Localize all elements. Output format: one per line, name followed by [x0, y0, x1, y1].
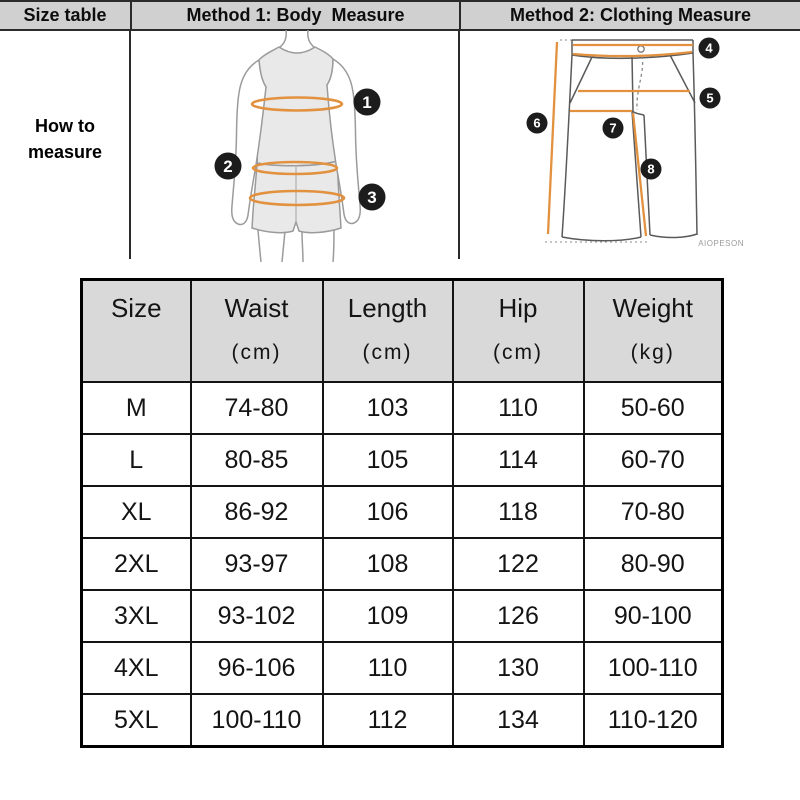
badge-3-number: 3 — [367, 188, 376, 207]
cell-weight: 60-70 — [582, 433, 724, 487]
inseam-measure-line — [631, 112, 648, 237]
col-header-length: Length (cm) — [321, 278, 454, 383]
table-row-2xl: 2XL 93-97 108 122 80-90 — [80, 537, 724, 591]
clothing-measure-diagram: 4 5 6 7 8 AIOPESON — [526, 37, 744, 248]
how-to-measure-label: How to measure — [27, 116, 103, 162]
reference-dotted-lines — [545, 39, 650, 243]
waist-button — [637, 45, 645, 53]
col-header-waist: Waist (cm) — [189, 278, 324, 383]
size-table: Size Waist (cm) Length (cm) Hip (cm) Wei… — [80, 278, 724, 748]
shorts-outline — [561, 39, 698, 242]
method1-title: Method 1: Body Measure — [130, 2, 459, 29]
cell-weight: 110-120 — [582, 693, 724, 748]
tank-top — [255, 46, 338, 167]
size-table-header-row: Size Waist (cm) Length (cm) Hip (cm) Wei… — [80, 278, 724, 383]
badge-8-number: 8 — [647, 162, 654, 177]
right-section-divider — [458, 31, 460, 259]
waist-measure-ellipse — [251, 160, 339, 176]
left-section-divider — [129, 31, 131, 259]
table-row-5xl: 5XL 100-110 112 134 110-120 — [80, 693, 724, 748]
hip-measure-ellipse — [248, 189, 346, 207]
cell-hip: 130 — [451, 641, 585, 695]
table-row-m: M 74-80 103 110 50-60 — [80, 381, 724, 435]
cell-weight: 50-60 — [582, 381, 724, 435]
col-header-weight: Weight (kg) — [582, 278, 724, 383]
cell-length: 106 — [321, 485, 454, 539]
cell-waist: 93-102 — [189, 589, 324, 643]
cell-hip: 110 — [451, 381, 585, 435]
badge-6: 6 — [526, 112, 548, 134]
badge-8: 8 — [640, 158, 662, 180]
body-outline — [257, 30, 335, 262]
cell-size: 2XL — [80, 537, 192, 591]
cell-waist: 74-80 — [189, 381, 324, 435]
badge-2-number: 2 — [223, 157, 232, 176]
table-row-xl: XL 86-92 106 118 70-80 — [80, 485, 724, 539]
badge-7-number: 7 — [609, 121, 616, 136]
cell-waist: 80-85 — [189, 433, 324, 487]
cell-hip: 134 — [451, 693, 585, 748]
cell-waist: 86-92 — [189, 485, 324, 539]
badge-4-number: 4 — [705, 41, 713, 56]
right-pocket-line — [669, 54, 696, 104]
table-row-4xl: 4XL 96-106 110 130 100-110 — [80, 641, 724, 695]
size-table-title: Size table — [23, 5, 107, 25]
left-pocket-line — [569, 56, 593, 104]
top-header-bar: Size table Method 1: Body Measure Method… — [0, 0, 800, 31]
cell-waist: 93-97 — [189, 537, 324, 591]
cell-weight: 80-90 — [582, 537, 724, 591]
col-header-hip: Hip (cm) — [451, 278, 585, 383]
length-measure-line — [546, 41, 559, 235]
fly-dashed-line — [636, 55, 644, 111]
cell-length: 109 — [321, 589, 454, 643]
cell-size: XL — [80, 485, 192, 539]
badge-1-number: 1 — [362, 93, 371, 112]
badge-2: 2 — [214, 152, 242, 180]
cell-waist: 100-110 — [189, 693, 324, 748]
cell-weight: 100-110 — [582, 641, 724, 695]
method2-title: Method 2: Clothing Measure — [459, 2, 800, 29]
cell-length: 110 — [321, 641, 454, 695]
cell-size: 4XL — [80, 641, 192, 695]
chest-measure-ellipse — [250, 96, 344, 112]
cell-size: 5XL — [80, 693, 192, 748]
cell-size: M — [80, 381, 192, 435]
cell-weight: 90-100 — [582, 589, 724, 643]
cell-size: 3XL — [80, 589, 192, 643]
table-row-3xl: 3XL 93-102 109 126 90-100 — [80, 589, 724, 643]
cell-waist: 96-106 — [189, 641, 324, 695]
cell-length: 112 — [321, 693, 454, 748]
waistband-measure-line-bottom — [572, 50, 693, 58]
badge-5: 5 — [699, 87, 721, 109]
brand-watermark: AIOPESON — [698, 239, 744, 248]
col-header-size: Size — [80, 278, 192, 383]
cell-hip: 114 — [451, 433, 585, 487]
cell-length: 103 — [321, 381, 454, 435]
badge-6-number: 6 — [533, 116, 540, 131]
cell-length: 105 — [321, 433, 454, 487]
cell-size: L — [80, 433, 192, 487]
badge-7: 7 — [602, 117, 624, 139]
cell-weight: 70-80 — [582, 485, 724, 539]
body-measure-diagram: 1 2 3 — [214, 30, 386, 262]
cell-length: 108 — [321, 537, 454, 591]
cell-hip: 118 — [451, 485, 585, 539]
badge-3: 3 — [358, 183, 386, 211]
cell-hip: 122 — [451, 537, 585, 591]
badge-4: 4 — [698, 37, 720, 59]
table-row-l: L 80-85 105 114 60-70 — [80, 433, 724, 487]
badge-1: 1 — [353, 88, 381, 116]
cell-hip: 126 — [451, 589, 585, 643]
badge-5-number: 5 — [706, 91, 713, 106]
